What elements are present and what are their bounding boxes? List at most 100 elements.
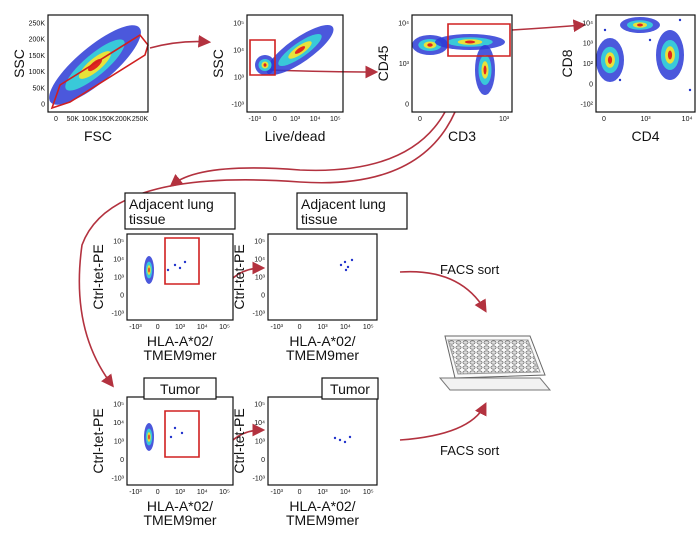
y-tick-label: 10³ [234, 75, 245, 82]
x-tick-label: 10⁴ [682, 116, 693, 123]
y-tick-label: 10³ [114, 275, 125, 282]
y-tick-label: -10³ [253, 475, 266, 482]
y-tick-label: 10² [583, 61, 594, 68]
x-tick-label: 10³ [317, 324, 328, 331]
y-tick-label: 10⁵ [233, 20, 244, 27]
y-tick-label: -10³ [232, 102, 245, 109]
y-tick-label: -10³ [112, 475, 125, 482]
event-dot [604, 29, 606, 31]
y-axis-label: Ctrl-tet-PE [231, 244, 247, 309]
panel-title: tissue [129, 211, 166, 227]
y-tick-label: 200K [29, 37, 46, 44]
y-axis-label: Ctrl-tet-PE [231, 408, 247, 473]
y-tick-label: 0 [120, 293, 124, 300]
panel-title: Adjacent lung [129, 196, 214, 212]
event-dot [679, 19, 681, 21]
x-tick-label: 100K [81, 116, 98, 123]
panel-title: Tumor [160, 381, 200, 397]
x-tick-label: 10³ [175, 489, 186, 496]
y-tick-label: -10² [581, 102, 594, 109]
y-axis-label: SSC [210, 49, 226, 78]
density-plot [144, 256, 154, 284]
x-axis-label: CD3 [448, 128, 476, 144]
y-tick-label: 10⁴ [233, 47, 244, 54]
x-tick-label: 0 [298, 489, 302, 496]
density-core [637, 24, 643, 27]
plot-frame [268, 397, 377, 485]
event-dot [174, 427, 176, 429]
x-axis-label: Live/dead [265, 128, 326, 144]
density-core [668, 51, 672, 60]
density-plot [620, 17, 660, 33]
density-plot [260, 17, 339, 83]
event-dot [174, 264, 176, 266]
x-tick-label: -10³ [248, 116, 261, 123]
x-tick-label: 0 [156, 324, 160, 331]
x-tick-label: 10⁵ [330, 116, 341, 123]
y-tick-label: 0 [589, 81, 593, 88]
event-dot [344, 261, 346, 263]
density-plot [435, 34, 505, 50]
panel-title: tissue [301, 211, 338, 227]
y-tick-label: 10³ [399, 61, 410, 68]
x-tick-label: 0 [418, 116, 422, 123]
density-core [608, 56, 612, 64]
x-tick-label: 10³ [640, 116, 651, 123]
event-dot [167, 269, 169, 271]
annotation: FACS sort [440, 262, 500, 277]
y-tick-label: 10⁴ [113, 420, 124, 427]
x-tick-label: 10³ [317, 489, 328, 496]
event-dot [339, 439, 341, 441]
x-tick-label: 0 [602, 116, 606, 123]
event-dot [170, 436, 172, 438]
x-axis-label: FSC [84, 128, 112, 144]
event-dot [689, 89, 691, 91]
y-tick-label: 100K [29, 69, 46, 76]
density-core [484, 66, 487, 75]
x-tick-label: 150K [98, 116, 115, 123]
event-dot [649, 39, 651, 41]
event-dot [340, 264, 342, 266]
y-tick-label: 0 [261, 457, 265, 464]
event-dot [334, 437, 336, 439]
event-dot [351, 259, 353, 261]
density-plot [475, 45, 495, 95]
y-axis-label: Ctrl-tet-PE [90, 244, 106, 309]
y-tick-label: 250K [29, 20, 46, 27]
gate [165, 238, 199, 284]
panel-title: Tumor [330, 381, 370, 397]
density-plot [39, 14, 151, 116]
x-tick-label: 10⁴ [310, 116, 321, 123]
density-plot [255, 55, 275, 75]
y-tick-label: 0 [41, 102, 45, 109]
x-axis-label: CD4 [631, 128, 659, 144]
density-plot [656, 30, 684, 80]
x-tick-label: 10³ [175, 324, 186, 331]
y-tick-label: 10⁵ [254, 238, 265, 245]
annotation: FACS sort [440, 443, 500, 458]
event-dot [619, 79, 621, 81]
x-tick-label: -10³ [270, 489, 283, 496]
y-tick-label: 10⁴ [254, 420, 265, 427]
y-axis-label: CD8 [559, 49, 575, 77]
y-tick-label: -10³ [112, 311, 125, 318]
x-tick-label: 250K [132, 116, 149, 123]
x-tick-label: 0 [298, 324, 302, 331]
plot-frame [268, 234, 377, 320]
x-tick-label: 10⁵ [219, 489, 230, 496]
event-dot [347, 266, 349, 268]
y-tick-label: 10³ [255, 275, 266, 282]
event-dot [344, 441, 346, 443]
y-axis-label: Ctrl-tet-PE [90, 408, 106, 473]
density-core [148, 434, 150, 439]
y-axis-label: CD45 [375, 45, 391, 81]
event-dot [179, 267, 181, 269]
y-axis-label: SSC [11, 49, 27, 78]
y-tick-label: 0 [405, 102, 409, 109]
x-tick-label: 10³ [290, 116, 301, 123]
event-dot [349, 436, 351, 438]
event-dot [184, 261, 186, 263]
panel-title: Adjacent lung [301, 196, 386, 212]
y-tick-label: 10⁴ [254, 256, 265, 263]
x-tick-label: 0 [54, 116, 58, 123]
